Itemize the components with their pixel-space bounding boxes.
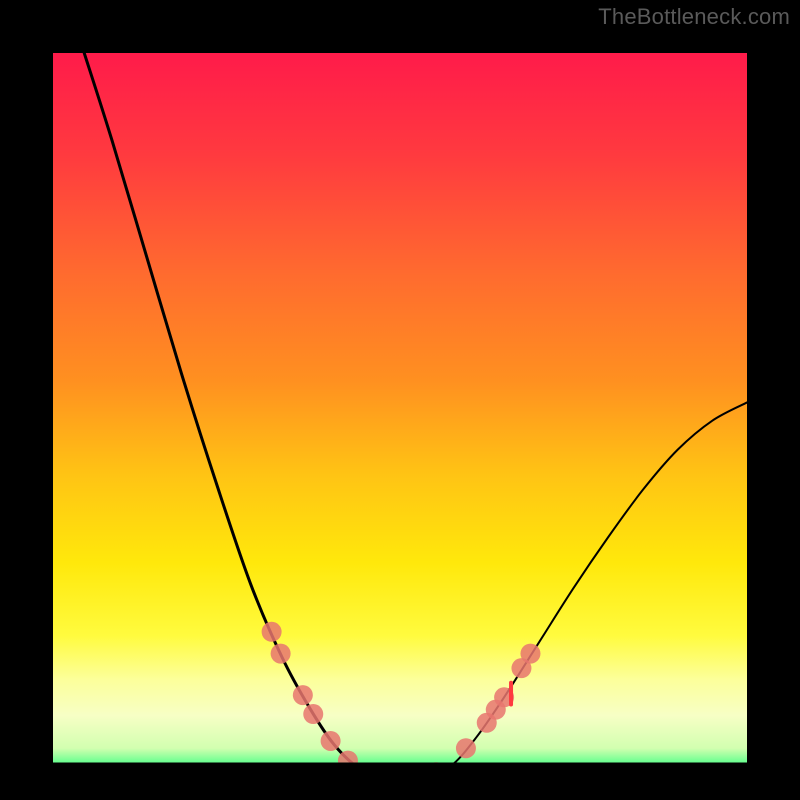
marker-dot (456, 738, 476, 758)
marker-dot (293, 685, 313, 705)
plot-background-gradient (53, 53, 747, 781)
chart-stage: TheBottleneck.com (0, 0, 800, 800)
marker-dot (262, 622, 282, 642)
marker-dot (321, 731, 341, 751)
bottleneck-chart (0, 0, 800, 800)
marker-dot (520, 644, 540, 664)
marker-dot (303, 704, 323, 724)
marker-dot (271, 644, 291, 664)
